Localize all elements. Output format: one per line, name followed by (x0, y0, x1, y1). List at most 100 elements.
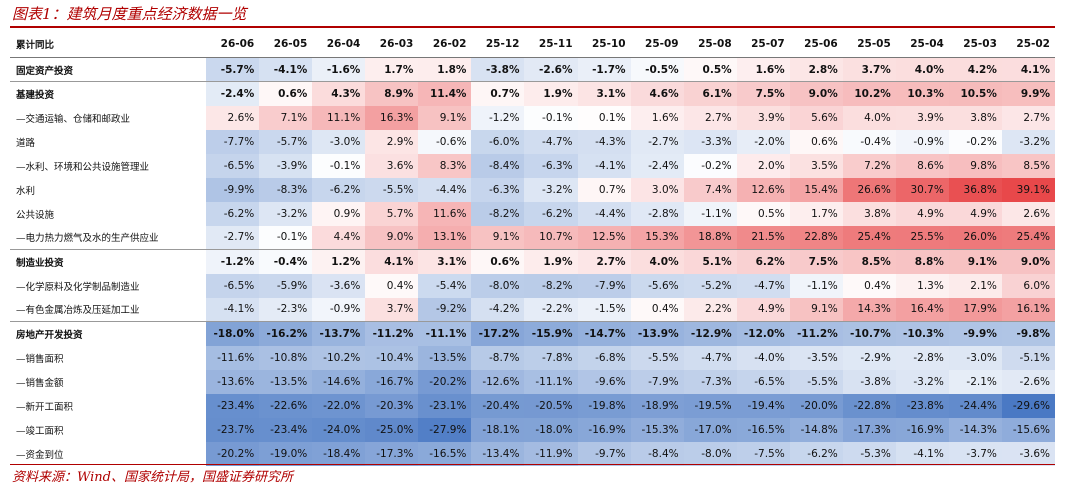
figure-title: 图表1：建筑月度重点经济数据一览 (12, 5, 247, 23)
value-cell: -5.4% (418, 273, 472, 298)
value-cell: 4.0% (842, 105, 896, 130)
value-cell: -4.7% (524, 129, 578, 154)
row-label: —电力热力燃气及水的生产供应业 (16, 233, 159, 245)
source-rule (10, 464, 1055, 465)
value-cell: -16.2% (259, 321, 313, 346)
value-cell: -23.1% (418, 393, 472, 418)
value-cell: -2.8% (630, 201, 684, 226)
value-cell: -2.6% (524, 57, 578, 82)
column-header: 25-07 (736, 30, 790, 58)
table-row: 水利 -9.9% -8.3% -6.2% -5.5% -4.4% -6.3% -3.2% 0.7… (10, 177, 1055, 202)
value-cell: 3.1% (418, 249, 472, 274)
value-cell: -0.1% (524, 105, 578, 130)
value-cell: -1.6% (312, 57, 366, 82)
value-cell: 25.4% (842, 225, 896, 250)
row-label: —水利、环境和公共设施管理业 (16, 161, 150, 173)
value-cell: -2.2% (524, 297, 578, 322)
value-cell: 4.6% (630, 81, 684, 106)
value-cell: 30.7% (895, 177, 949, 202)
value-cell: -15.3% (630, 417, 684, 442)
value-cell: -11.1% (418, 321, 472, 346)
value-cell: -7.9% (577, 273, 631, 298)
value-cell: -7.8% (524, 345, 578, 370)
value-cell: 1.9% (524, 81, 578, 106)
value-cell: -17.0% (683, 417, 737, 442)
column-header: 26-06 (206, 30, 260, 58)
value-cell: -12.6% (471, 369, 525, 394)
value-cell: -10.2% (312, 345, 366, 370)
value-cell: -18.0% (524, 417, 578, 442)
table-row: 公共设施 -6.2% -3.2% 0.9% 5.7% 11.6% -8.2% -6.2% -4.… (10, 201, 1055, 226)
value-cell: -0.2% (948, 129, 1002, 154)
value-cell: -20.4% (471, 393, 525, 418)
value-cell: -25.0% (365, 417, 419, 442)
value-cell: 5.6% (789, 105, 843, 130)
column-header: 25-11 (524, 30, 578, 58)
table-row: —水利、环境和公共设施管理业 -6.5% -3.9% -0.1% 3.6% 8.3% -8.… (10, 153, 1055, 178)
value-cell: -5.7% (259, 129, 313, 154)
value-cell: 2.8% (789, 57, 843, 82)
row-label: —化学原料及化学制品制造业 (16, 281, 140, 293)
value-cell: -24.0% (312, 417, 366, 442)
value-cell: -6.0% (471, 129, 525, 154)
value-cell: -13.9% (630, 321, 684, 346)
value-cell: 2.6% (1001, 201, 1055, 226)
value-cell: 10.7% (524, 225, 578, 250)
value-cell: -5.9% (259, 273, 313, 298)
value-cell: -14.8% (789, 417, 843, 442)
value-cell: -20.5% (524, 393, 578, 418)
value-cell: -3.3% (683, 129, 737, 154)
value-cell: 3.0% (630, 177, 684, 202)
value-cell: 3.6% (365, 153, 419, 178)
value-cell: -4.7% (683, 345, 737, 370)
value-cell: 15.3% (630, 225, 684, 250)
row-label: —销售面积 (16, 353, 64, 365)
value-cell: -2.9% (842, 345, 896, 370)
value-cell: -2.4% (206, 81, 260, 106)
column-header: 25-04 (895, 30, 949, 58)
value-cell: 6.1% (683, 81, 737, 106)
value-cell: 2.7% (683, 105, 737, 130)
value-cell: -16.7% (365, 369, 419, 394)
value-cell: -6.5% (736, 369, 790, 394)
value-cell: -4.1% (206, 297, 260, 322)
value-cell: -1.2% (206, 249, 260, 274)
value-cell: -9.9% (948, 321, 1002, 346)
value-cell: -1.5% (577, 297, 631, 322)
value-cell: -0.4% (842, 129, 896, 154)
value-cell: -20.0% (789, 393, 843, 418)
value-cell: 1.2% (312, 249, 366, 274)
value-cell: -18.0% (206, 321, 260, 346)
value-cell: -20.2% (418, 369, 472, 394)
row-label: 基建投资 (10, 81, 207, 106)
table-row: —有色金属冶炼及压延加工业 -4.1% -2.3% -0.9% 3.7% -9.2% -4.… (10, 297, 1055, 322)
value-cell: 1.6% (736, 57, 790, 82)
value-cell: -6.2% (524, 201, 578, 226)
value-cell: 12.5% (577, 225, 631, 250)
value-cell: -3.6% (1001, 441, 1055, 466)
value-cell: -6.2% (789, 441, 843, 466)
value-cell: -0.4% (259, 249, 313, 274)
value-cell: 1.9% (524, 249, 578, 274)
row-label: —新开工面积 (16, 401, 74, 413)
table-row: 基建投资 -2.4% 0.6% 4.3% 8.9% 11.4% 0.7% 1.9% 3.1% 4.… (10, 81, 1055, 106)
table-row: —销售金额 -13.6% -13.5% -14.6% -16.7% -20.2% -12.6… (10, 369, 1055, 394)
value-cell: -12.0% (736, 321, 790, 346)
value-cell: -3.8% (842, 369, 896, 394)
value-cell: 7.1% (259, 105, 313, 130)
column-header: 25-08 (683, 30, 737, 58)
value-cell: 1.8% (418, 57, 472, 82)
value-cell: -2.0% (736, 129, 790, 154)
value-cell: -6.8% (577, 345, 631, 370)
value-cell: -15.6% (1001, 417, 1055, 442)
table-row: 固定资产投资 -5.7% -4.1% -1.6% 1.7% 1.8% -3.8% -2.6% -… (10, 57, 1055, 82)
table-row: —电力热力燃气及水的生产供应业 -2.7% -0.1% 4.4% 9.0% 13.1% 9.… (10, 225, 1055, 250)
value-cell: -7.7% (206, 129, 260, 154)
row-label: 房地产开发投资 (10, 321, 207, 346)
value-cell: 4.9% (948, 201, 1002, 226)
value-cell: -1.2% (471, 105, 525, 130)
value-cell: -4.0% (736, 345, 790, 370)
table-row: 房地产开发投资 -18.0% -16.2% -13.7% -11.2% -11.1% -17… (10, 321, 1055, 346)
value-cell: 4.1% (1001, 57, 1055, 82)
value-cell: 2.6% (206, 105, 260, 130)
